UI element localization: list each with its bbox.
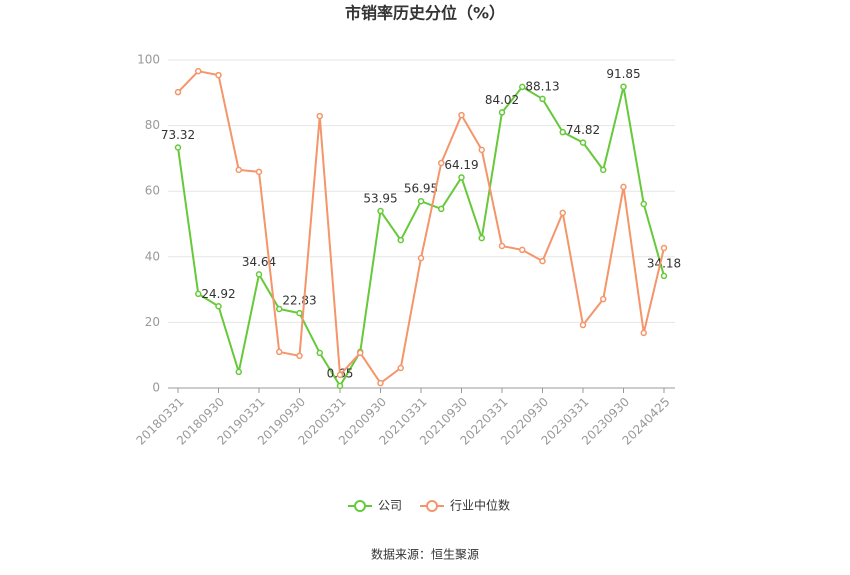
data-point	[195, 67, 202, 75]
data-point	[620, 83, 627, 90]
data-point	[336, 371, 344, 379]
data-point	[539, 95, 546, 103]
data-point	[478, 146, 485, 154]
data-label: 56.95	[404, 182, 438, 196]
data-label: 64.19	[444, 158, 478, 172]
data-point	[235, 166, 242, 174]
data-label: 74.82	[566, 123, 600, 137]
series-line	[177, 70, 665, 385]
data-point	[377, 379, 384, 387]
data-point	[417, 197, 425, 205]
legend-label: 行业中位数	[450, 498, 510, 513]
data-point	[215, 71, 222, 79]
data-label: 91.85	[606, 67, 640, 81]
data-point	[458, 174, 465, 181]
source: 数据来源：恒生聚源	[371, 547, 479, 562]
data-label: 53.95	[363, 192, 397, 206]
data-point	[316, 349, 323, 357]
data-point	[336, 382, 344, 390]
data-point	[579, 139, 587, 146]
data-point	[174, 88, 182, 96]
legend-label: 公司	[378, 499, 402, 513]
data-point	[255, 168, 263, 176]
data-point	[438, 205, 445, 213]
data-point	[174, 144, 182, 151]
data-point	[539, 257, 546, 265]
y-tick-label: 80	[145, 118, 160, 132]
data-point	[579, 321, 587, 329]
data-point	[255, 271, 263, 278]
data-point	[276, 305, 283, 313]
legend-marker	[426, 500, 439, 512]
data-point	[498, 109, 506, 116]
data-point	[276, 348, 283, 356]
data-point	[235, 368, 242, 376]
chart-title: 市销率历史分位（%）	[345, 4, 505, 23]
legend-marker	[354, 500, 366, 512]
data-point	[600, 166, 607, 174]
data-point	[478, 234, 485, 242]
data-point	[660, 244, 668, 252]
data-point	[417, 254, 425, 262]
data-point	[377, 207, 384, 215]
data-point	[438, 159, 445, 167]
data-label: 84.02	[485, 93, 519, 107]
data-point	[357, 349, 364, 357]
data-point	[640, 200, 647, 208]
data-label: 88.13	[525, 79, 559, 93]
data-point	[316, 112, 323, 120]
data-point	[296, 309, 303, 317]
data-point	[519, 246, 526, 254]
data-point	[458, 111, 465, 119]
data-label: 22.83	[282, 294, 316, 308]
data-point	[397, 364, 404, 372]
data-point	[195, 290, 202, 298]
data-label: 24.92	[201, 287, 235, 301]
data-point	[215, 303, 222, 310]
data-label: 34.64	[242, 255, 276, 269]
data-label: 73.32	[161, 128, 195, 142]
data-point	[397, 236, 404, 244]
data-point	[519, 83, 526, 91]
data-label: 34.18	[647, 256, 681, 270]
y-tick-label: 100	[137, 53, 160, 67]
data-point	[640, 329, 647, 337]
data-point	[559, 128, 566, 136]
y-tick-label: 20	[145, 315, 160, 329]
data-point	[296, 352, 303, 360]
y-tick-label: 60	[145, 184, 160, 198]
data-point	[498, 242, 506, 250]
y-tick-label: 40	[145, 249, 160, 263]
data-point	[660, 272, 668, 280]
data-point	[600, 295, 607, 303]
data-point	[559, 209, 566, 217]
data-point	[620, 183, 627, 191]
y-tick-label: 0	[152, 381, 160, 395]
